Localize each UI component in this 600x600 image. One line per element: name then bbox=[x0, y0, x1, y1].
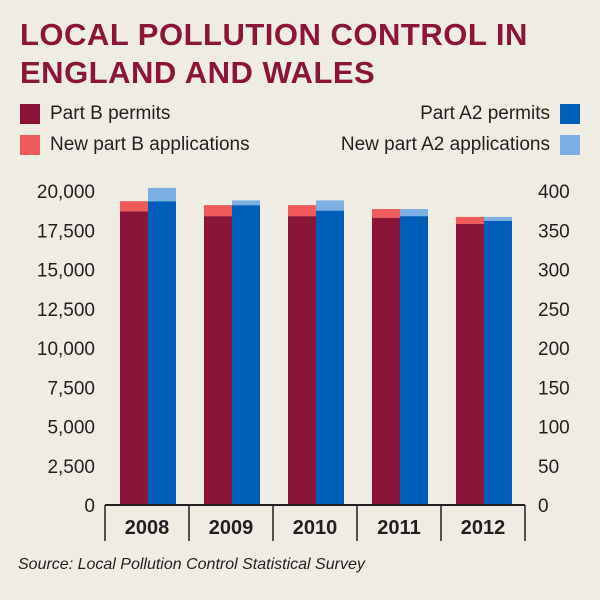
bar-part-a2 bbox=[484, 220, 512, 505]
bar-part-b bbox=[372, 217, 400, 505]
right-axis-tick-label: 350 bbox=[538, 221, 570, 242]
left-axis-tick-label: 0 bbox=[84, 496, 95, 517]
bar-new-part-a2 bbox=[148, 187, 176, 202]
right-axis-tick-label: 100 bbox=[538, 418, 570, 439]
source-note: Source: Local Pollution Control Statisti… bbox=[18, 556, 365, 573]
bar-part-b bbox=[456, 223, 484, 505]
chart-title-line-2: ENGLAND AND WALES bbox=[20, 55, 376, 90]
bar-part-a2 bbox=[316, 210, 344, 505]
bar-new-part-b bbox=[372, 209, 400, 218]
legend-new-part-a2: New part A2 applications bbox=[341, 134, 580, 156]
legend-label-new-part-a2: New part A2 applications bbox=[340, 134, 550, 155]
left-axis-tick-label: 2,500 bbox=[47, 457, 95, 478]
right-axis-tick-label: 200 bbox=[538, 339, 570, 360]
legend-label-part-a2: Part A2 permits bbox=[420, 103, 550, 124]
legend-part-a2: Part A2 permits bbox=[420, 103, 580, 125]
right-axis-tick-label: 250 bbox=[538, 300, 570, 321]
bar-new-part-b bbox=[204, 205, 232, 217]
bar-new-part-a2 bbox=[232, 200, 260, 206]
left-axis-tick-label: 7,500 bbox=[47, 378, 95, 399]
left-axis-tick-label: 10,000 bbox=[37, 339, 95, 360]
right-axis-tick-label: 50 bbox=[538, 457, 559, 478]
bar-new-part-a2 bbox=[400, 209, 428, 217]
left-axis-tick-label: 20,000 bbox=[37, 182, 95, 203]
left-axis-tick-label: 12,500 bbox=[37, 300, 95, 321]
left-axis-tick-label: 15,000 bbox=[37, 261, 95, 282]
x-axis-category-label: 2011 bbox=[377, 517, 420, 539]
bar-part-a2 bbox=[148, 201, 176, 505]
bar-part-b bbox=[288, 216, 316, 505]
legend-swatch-part-a2 bbox=[560, 104, 580, 124]
bar-new-part-b bbox=[456, 216, 484, 224]
legend-swatch-part-b bbox=[20, 104, 40, 124]
chart-title-line-1: LOCAL POLLUTION CONTROL IN bbox=[20, 17, 528, 52]
right-axis-tick-label: 0 bbox=[538, 496, 549, 517]
bar-part-b bbox=[204, 216, 232, 505]
bar-new-part-b bbox=[120, 201, 148, 212]
x-axis-category-label: 2008 bbox=[125, 517, 170, 539]
x-axis-category-label: 2009 bbox=[209, 517, 254, 539]
legend-swatch-new-part-a2 bbox=[560, 135, 580, 155]
legend-label-new-part-b: New part B applications bbox=[50, 134, 250, 155]
legend-label-part-b: Part B permits bbox=[50, 103, 171, 124]
bar-part-b bbox=[120, 211, 148, 505]
bar-part-a2 bbox=[400, 216, 428, 505]
bar-new-part-a2 bbox=[484, 216, 512, 221]
legend-part-b: Part B permits bbox=[20, 103, 170, 125]
right-axis-tick-label: 400 bbox=[538, 182, 570, 203]
bar-new-part-b bbox=[288, 205, 316, 217]
x-axis-category-label: 2010 bbox=[293, 517, 338, 539]
left-axis-tick-label: 17,500 bbox=[37, 221, 95, 242]
left-axis-tick-label: 5,000 bbox=[47, 418, 95, 439]
right-axis-tick-label: 300 bbox=[538, 261, 570, 282]
bar-new-part-a2 bbox=[316, 200, 344, 211]
bar-part-a2 bbox=[232, 205, 260, 505]
x-axis-category-label: 2012 bbox=[461, 517, 506, 539]
legend-new-part-b: New part B applications bbox=[20, 134, 250, 156]
legend-swatch-new-part-b bbox=[20, 135, 40, 155]
chart-title: LOCAL POLLUTION CONTROL IN ENGLAND AND W… bbox=[20, 16, 580, 92]
right-axis-tick-label: 150 bbox=[538, 378, 570, 399]
